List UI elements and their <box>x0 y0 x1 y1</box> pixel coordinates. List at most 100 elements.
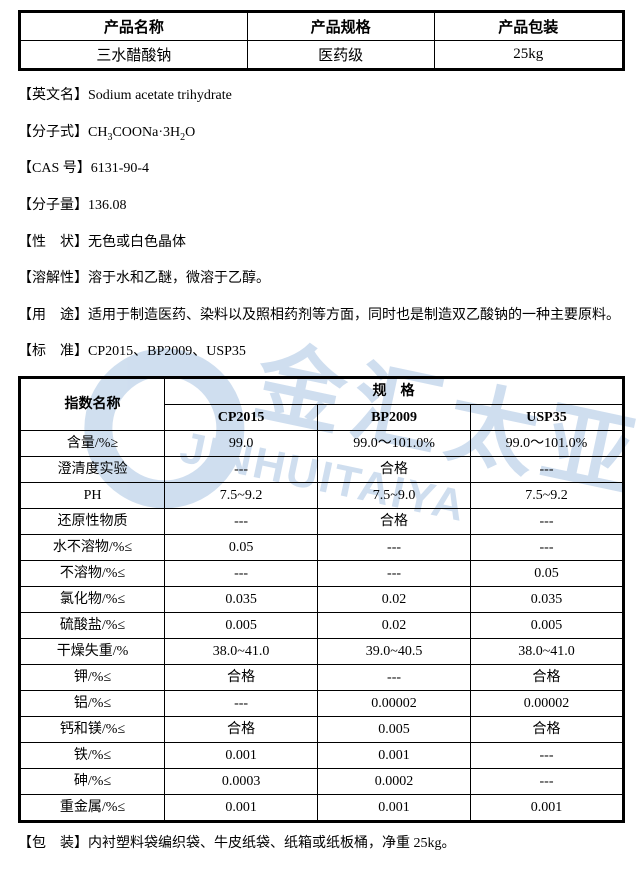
property-value: CH3COONa·3H2O <box>88 125 195 140</box>
spec-row-val: 0.001 <box>318 742 471 768</box>
header-val-spec: 医药级 <box>247 41 434 70</box>
property-label: 溶解性 <box>18 271 88 286</box>
spec-row-name: 还原性物质 <box>20 508 165 534</box>
property-line: 分子式CH3COONa·3H2O <box>18 120 625 147</box>
spec-row-name: 砷/%≤ <box>20 768 165 794</box>
property-line: 标 准CP2015、BP2009、USP35 <box>18 339 625 366</box>
product-header-table: 产品名称 产品规格 产品包装 三水醋酸钠 医药级 25kg <box>18 10 625 71</box>
header-val-pack: 25kg <box>434 41 623 70</box>
spec-row-val: 0.001 <box>165 742 318 768</box>
spec-row: 不溶物/%≤------0.05 <box>20 560 624 586</box>
spec-row-val: 0.02 <box>318 586 471 612</box>
spec-row-val: 0.00002 <box>471 690 624 716</box>
header-val-name: 三水醋酸钠 <box>20 41 248 70</box>
spec-row-name: 水不溶物/%≤ <box>20 534 165 560</box>
spec-row: 铝/%≤---0.000020.00002 <box>20 690 624 716</box>
property-label: 标 准 <box>18 344 88 359</box>
spec-row-name: 含量/%≥ <box>20 430 165 456</box>
spec-row: 硫酸盐/%≤0.0050.020.005 <box>20 612 624 638</box>
spec-table: 指数名称 规 格 CP2015 BP2009 USP35 含量/%≥99.099… <box>18 376 625 823</box>
spec-row-val: --- <box>471 768 624 794</box>
property-line: 英文名Sodium acetate trihydrate <box>18 83 625 110</box>
header-col-name: 产品名称 <box>20 12 248 41</box>
property-value: 136.08 <box>88 198 127 213</box>
spec-row-val: 0.035 <box>165 586 318 612</box>
spec-row: 还原性物质---合格--- <box>20 508 624 534</box>
spec-row-val: 合格 <box>471 716 624 742</box>
spec-row-name: 澄清度实验 <box>20 456 165 482</box>
spec-row-val: 合格 <box>165 664 318 690</box>
property-label: CAS 号 <box>18 161 91 176</box>
spec-row-val: --- <box>318 534 471 560</box>
spec-row-val: 合格 <box>318 456 471 482</box>
spec-row-val: 99.0 <box>165 430 318 456</box>
spec-row-name: 铁/%≤ <box>20 742 165 768</box>
property-line: 性 状无色或白色晶体 <box>18 230 625 257</box>
spec-row-name: 钾/%≤ <box>20 664 165 690</box>
property-line: 分子量136.08 <box>18 193 625 220</box>
spec-row-val: 0.05 <box>165 534 318 560</box>
spec-row-val: 0.005 <box>165 612 318 638</box>
spec-row-name: PH <box>20 482 165 508</box>
spec-row-val: 99.0～101.0% <box>471 430 624 456</box>
spec-row-val: 7.5~9.0 <box>318 482 471 508</box>
header-col-pack: 产品包装 <box>434 12 623 41</box>
property-value: CP2015、BP2009、USP35 <box>88 344 246 359</box>
spec-row-val: --- <box>471 456 624 482</box>
property-label: 分子式 <box>18 125 88 140</box>
spec-row: PH7.5~9.27.5~9.07.5~9.2 <box>20 482 624 508</box>
property-label: 性 状 <box>18 235 88 250</box>
property-label: 用 途 <box>18 308 88 323</box>
spec-row-name: 钙和镁/%≤ <box>20 716 165 742</box>
spec-row: 铁/%≤0.0010.001--- <box>20 742 624 768</box>
spec-row-val: 0.0002 <box>318 768 471 794</box>
spec-row-val: 0.00002 <box>318 690 471 716</box>
property-value: 无色或白色晶体 <box>88 235 186 250</box>
spec-name-header: 指数名称 <box>20 377 165 430</box>
property-line: CAS 号6131-90-4 <box>18 156 625 183</box>
footer-line: 包 装内衬塑料袋编织袋、牛皮纸袋、纸箱或纸板桶，净重 25kg。 <box>18 831 625 856</box>
spec-row: 钾/%≤合格---合格 <box>20 664 624 690</box>
spec-row-name: 不溶物/%≤ <box>20 560 165 586</box>
property-label: 分子量 <box>18 198 88 213</box>
spec-row-val: --- <box>165 508 318 534</box>
spec-row: 钙和镁/%≤合格0.005合格 <box>20 716 624 742</box>
property-line: 溶解性溶于水和乙醚，微溶于乙醇。 <box>18 266 625 293</box>
spec-row-val: 38.0~41.0 <box>165 638 318 664</box>
property-value: 溶于水和乙醚，微溶于乙醇。 <box>88 271 270 286</box>
spec-row-val: --- <box>471 508 624 534</box>
spec-row-val: 合格 <box>471 664 624 690</box>
spec-row-val: 0.005 <box>318 716 471 742</box>
spec-row-val: --- <box>165 690 318 716</box>
spec-row-val: 38.0~41.0 <box>471 638 624 664</box>
spec-std-0: CP2015 <box>165 404 318 430</box>
spec-row-val: 0.0003 <box>165 768 318 794</box>
spec-row-val: 7.5~9.2 <box>165 482 318 508</box>
header-col-spec: 产品规格 <box>247 12 434 41</box>
spec-row-val: 0.001 <box>165 794 318 821</box>
property-value: 适用于制造医药、染料以及照相药剂等方面，同时也是制造双乙酸钠的一种主要原料。 <box>88 308 620 323</box>
spec-row-val: 合格 <box>165 716 318 742</box>
spec-row-name: 氯化物/%≤ <box>20 586 165 612</box>
spec-row-val: --- <box>471 742 624 768</box>
spec-row-val: 0.035 <box>471 586 624 612</box>
footer-value: 内衬塑料袋编织袋、牛皮纸袋、纸箱或纸板桶，净重 25kg。 <box>88 836 456 851</box>
spec-row: 含量/%≥99.099.0～101.0%99.0～101.0% <box>20 430 624 456</box>
property-line: 用 途适用于制造医药、染料以及照相药剂等方面，同时也是制造双乙酸钠的一种主要原料… <box>18 303 625 330</box>
spec-row: 干燥失重/%38.0~41.039.0~40.538.0~41.0 <box>20 638 624 664</box>
spec-row: 砷/%≤0.00030.0002--- <box>20 768 624 794</box>
spec-row-val: 7.5~9.2 <box>471 482 624 508</box>
spec-row-val: 39.0~40.5 <box>318 638 471 664</box>
spec-row-val: 0.02 <box>318 612 471 638</box>
property-label: 英文名 <box>18 88 88 103</box>
spec-row-val: 0.001 <box>318 794 471 821</box>
spec-row-val: 0.001 <box>471 794 624 821</box>
spec-std-1: BP2009 <box>318 404 471 430</box>
spec-row-name: 硫酸盐/%≤ <box>20 612 165 638</box>
property-value: Sodium acetate trihydrate <box>88 88 232 103</box>
spec-row-val: 99.0～101.0% <box>318 430 471 456</box>
spec-group-header: 规 格 <box>165 377 624 404</box>
spec-row-val: --- <box>165 456 318 482</box>
spec-row-val: --- <box>318 664 471 690</box>
spec-row-val: 0.05 <box>471 560 624 586</box>
